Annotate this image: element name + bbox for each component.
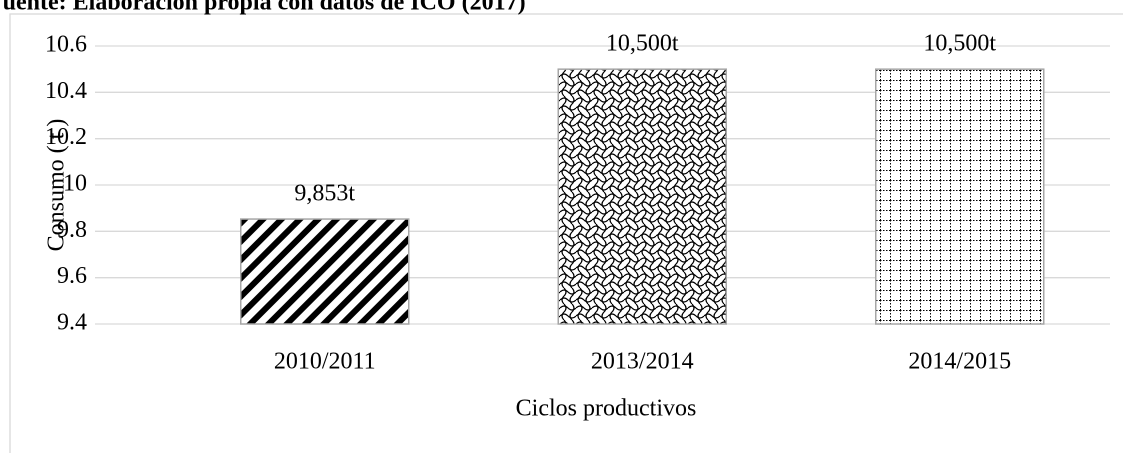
y-tick-label: 10 (63, 171, 87, 197)
bar (875, 68, 1045, 325)
y-tick-label: 10.6 (45, 32, 87, 58)
y-tick-label: 9.4 (57, 310, 87, 336)
caption: Fuente: Elaboración propia con datos de … (0, 0, 526, 16)
value-label: 9,853t (294, 181, 355, 207)
x-tick-label: 2013/2014 (591, 349, 694, 375)
x-tick-label: 2010/2011 (274, 349, 376, 375)
y-tick-label: 9.8 (57, 217, 87, 243)
value-label: 10,500t (923, 31, 996, 57)
bar (240, 218, 410, 325)
bar (557, 68, 727, 325)
x-tick-label: 2014/2015 (908, 349, 1011, 375)
y-axis-title: Consumo ( t ) (44, 119, 70, 252)
y-tick-label: 10.2 (45, 124, 87, 150)
value-label: 10,500t (606, 31, 679, 57)
y-tick-label: 10.4 (45, 78, 87, 104)
y-tick-label: 9.6 (57, 263, 87, 289)
x-axis-title: Ciclos productivos (516, 396, 697, 422)
